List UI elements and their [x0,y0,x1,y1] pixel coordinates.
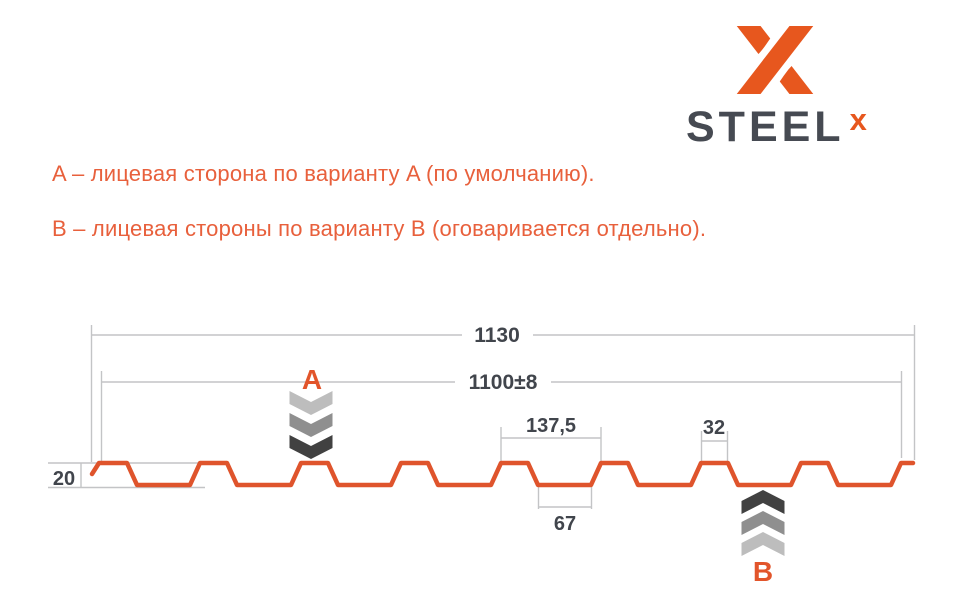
brand-suffix: x [849,102,867,137]
profile-outline [89,460,916,488]
dim-valley-value: 67 [554,513,576,535]
marker-a: A [289,364,333,459]
note-line-a: A – лицевая сторона по варианту A (по ум… [52,161,595,186]
chevron-up-icon [741,490,785,556]
chevron-down-icon [289,391,333,459]
brand-wordmark: STEEL x [686,102,867,152]
brand-name: STEEL [686,103,845,151]
marker-a-label: A [302,364,322,395]
logo-diagonal-trbl [736,26,814,94]
dim-rib-top-value: 32 [703,417,725,439]
profile-drawing: 1130 1100±8 20 137,5 32 67 A B [48,324,916,587]
logo-cut-lower [772,57,795,85]
logo-x-icon [736,26,814,94]
marker-b-label: B [753,556,773,587]
dim-height-value: 20 [53,468,75,490]
dim-pitch-value: 137,5 [526,415,576,437]
note-line-b: B – лицевая стороны по варианту B (огова… [52,216,707,241]
dim-overall-value: 1130 [474,324,520,347]
logo-cut-upper [755,35,778,63]
dim-working-value: 1100±8 [469,371,538,394]
dimension-lines [48,325,916,509]
marker-b: B [741,490,785,587]
